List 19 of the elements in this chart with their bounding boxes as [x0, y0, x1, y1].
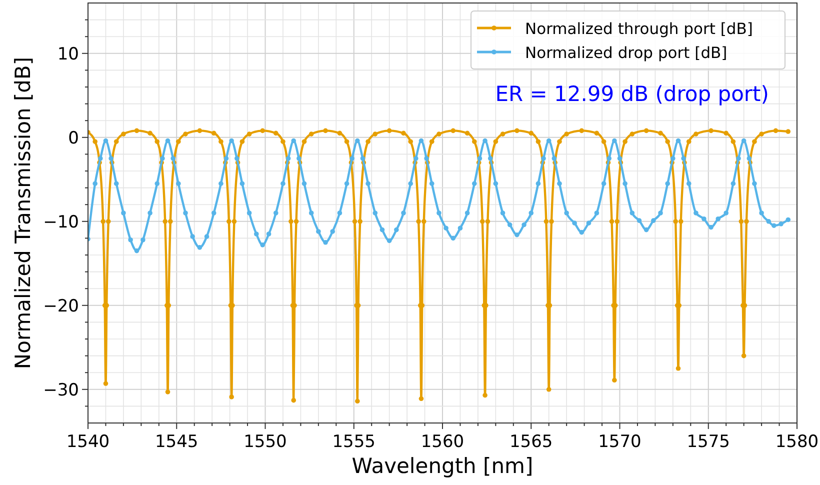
x-tick-label: 1575 — [686, 432, 730, 452]
y-tick-label: −30 — [43, 380, 79, 400]
y-axis-title: Normalized Transmission [dB] — [11, 56, 35, 370]
y-tick-label: −20 — [43, 296, 79, 316]
y-tick-label: 0 — [68, 128, 79, 148]
x-axis-title: Wavelength [nm] — [352, 454, 534, 478]
x-tick-label: 1560 — [420, 432, 464, 452]
legend-label: Normalized through port [dB] — [525, 20, 753, 38]
x-tick-label: 1540 — [66, 432, 110, 452]
y-tick-label: −10 — [43, 212, 79, 232]
legend-label: Normalized drop port [dB] — [525, 44, 728, 62]
x-tick-label: 1550 — [244, 432, 287, 452]
x-tick-label: 1580 — [775, 432, 819, 452]
x-tick-label: 1565 — [509, 432, 553, 452]
x-tick-label: 1555 — [332, 432, 376, 452]
x-tick-label: 1570 — [598, 432, 642, 452]
y-tick-label: 10 — [57, 44, 79, 64]
annotation: ER = 12.99 dB (drop port) — [495, 82, 769, 106]
x-tick-label: 1545 — [154, 432, 198, 452]
